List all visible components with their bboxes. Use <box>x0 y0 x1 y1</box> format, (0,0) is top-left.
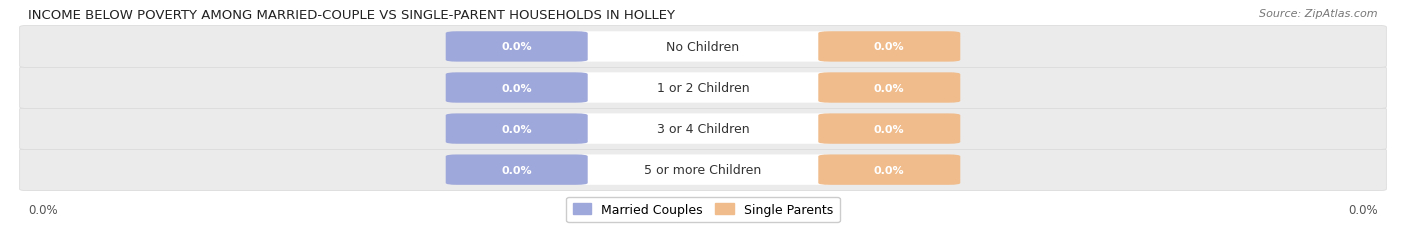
FancyBboxPatch shape <box>818 32 960 62</box>
FancyBboxPatch shape <box>446 155 588 185</box>
FancyBboxPatch shape <box>818 114 960 144</box>
Text: 3 or 4 Children: 3 or 4 Children <box>657 122 749 136</box>
FancyBboxPatch shape <box>20 67 1386 109</box>
Text: 0.0%: 0.0% <box>875 42 904 52</box>
FancyBboxPatch shape <box>446 114 588 144</box>
FancyBboxPatch shape <box>572 155 834 185</box>
Text: 1 or 2 Children: 1 or 2 Children <box>657 82 749 95</box>
FancyBboxPatch shape <box>572 114 834 144</box>
Text: 5 or more Children: 5 or more Children <box>644 163 762 176</box>
Text: No Children: No Children <box>666 41 740 54</box>
FancyBboxPatch shape <box>20 149 1386 191</box>
FancyBboxPatch shape <box>818 155 960 185</box>
FancyBboxPatch shape <box>572 73 834 103</box>
Text: INCOME BELOW POVERTY AMONG MARRIED-COUPLE VS SINGLE-PARENT HOUSEHOLDS IN HOLLEY: INCOME BELOW POVERTY AMONG MARRIED-COUPL… <box>28 9 675 22</box>
Text: 0.0%: 0.0% <box>1348 203 1378 216</box>
FancyBboxPatch shape <box>572 32 834 62</box>
Text: 0.0%: 0.0% <box>875 165 904 175</box>
FancyBboxPatch shape <box>20 108 1386 150</box>
Text: 0.0%: 0.0% <box>502 83 531 93</box>
FancyBboxPatch shape <box>446 32 588 62</box>
Text: 0.0%: 0.0% <box>502 42 531 52</box>
FancyBboxPatch shape <box>20 26 1386 68</box>
Text: 0.0%: 0.0% <box>28 203 58 216</box>
FancyBboxPatch shape <box>446 73 588 103</box>
Text: 0.0%: 0.0% <box>875 124 904 134</box>
Legend: Married Couples, Single Parents: Married Couples, Single Parents <box>567 197 839 222</box>
Text: Source: ZipAtlas.com: Source: ZipAtlas.com <box>1260 9 1378 19</box>
Text: 0.0%: 0.0% <box>875 83 904 93</box>
Text: 0.0%: 0.0% <box>502 124 531 134</box>
FancyBboxPatch shape <box>818 73 960 103</box>
Text: 0.0%: 0.0% <box>502 165 531 175</box>
